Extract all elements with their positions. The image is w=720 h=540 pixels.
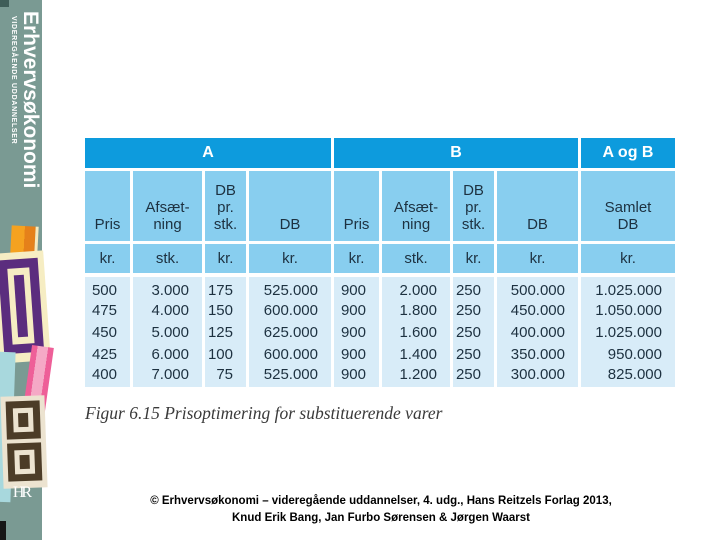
table-cell: 4.000 [133, 299, 205, 321]
figure-caption: Figur 6.15 Prisoptimering for substituer… [85, 403, 443, 423]
column-header: Afsæt- ning [382, 171, 453, 244]
table-cell: 1.600 [382, 321, 453, 343]
table-row: 500 3.000 175 525.000 900 2.000 250 500.000 1.02… [85, 277, 675, 299]
table-cell: 250 [453, 299, 497, 321]
group-header-a-og-b: A og B [581, 138, 675, 171]
unit-cell: kr. [453, 244, 497, 277]
book-subtitle: VIDEREGÅENDE UDDANNELSER [10, 16, 17, 145]
table-cell: 6.000 [133, 343, 205, 365]
table-cell: 450 [85, 321, 133, 343]
table-cell: 300.000 [497, 365, 581, 387]
price-optimization-table: A B A og B Pris Afsæt- ning DB pr. stk. … [85, 138, 675, 387]
column-header: Samlet DB [581, 171, 675, 244]
table-cell: 75 [205, 365, 249, 387]
table-cell: 250 [453, 277, 497, 299]
table-cell: 400.000 [497, 321, 581, 343]
table-cell: 1.800 [382, 299, 453, 321]
table-row: 400 7.000 75 525.000 900 1.200 250 300.000 825.0… [85, 365, 675, 387]
table-cell: 3.000 [133, 277, 205, 299]
table-row: 450 5.000 125 625.000 900 1.600 250 400.000 1.02… [85, 321, 675, 343]
table-row: 475 4.000 150 600.000 900 1.800 250 450.000 1.05… [85, 299, 675, 321]
table-cell: 425 [85, 343, 133, 365]
book-cover-art [0, 224, 54, 514]
table-cell: 1.400 [382, 343, 453, 365]
table-cell: 600.000 [249, 299, 334, 321]
table-cell: 250 [453, 321, 497, 343]
table-cell: 825.000 [581, 365, 675, 387]
table-unit-row: kr. stk. kr. kr. kr. stk. kr. kr. kr. [85, 244, 675, 277]
unit-cell: kr. [581, 244, 675, 277]
table-cell: 250 [453, 365, 497, 387]
unit-cell: kr. [334, 244, 382, 277]
footer-line-2: Knud Erik Bang, Jan Furbo Sørensen & Jør… [232, 512, 530, 524]
unit-cell: stk. [133, 244, 205, 277]
group-header-a: A [85, 138, 334, 171]
table-cell: 525.000 [249, 277, 334, 299]
table-cell: 175 [205, 277, 249, 299]
table-cell: 900 [334, 321, 382, 343]
table-group-header-row: A B A og B [85, 138, 675, 171]
group-header-b: B [334, 138, 581, 171]
table-cell: 500 [85, 277, 133, 299]
unit-cell: kr. [497, 244, 581, 277]
column-header: Afsæt- ning [133, 171, 205, 244]
table-cell: 450.000 [497, 299, 581, 321]
publisher-logo: HR [12, 484, 32, 501]
book-title: Erhvervsøkonomi [19, 11, 42, 189]
table-cell: 900 [334, 299, 382, 321]
copyright-footer: © Erhvervsøkonomi – videregående uddanne… [42, 493, 720, 527]
unit-cell: kr. [85, 244, 133, 277]
column-header: DB pr. stk. [205, 171, 249, 244]
unit-cell: kr. [205, 244, 249, 277]
table-cell: 250 [453, 343, 497, 365]
table-cell: 950.000 [581, 343, 675, 365]
column-header: DB [497, 171, 581, 244]
table-cell: 100 [205, 343, 249, 365]
unit-cell: kr. [249, 244, 334, 277]
table-cell: 900 [334, 365, 382, 387]
spine-top-mark [0, 0, 9, 7]
table-cell: 2.000 [382, 277, 453, 299]
column-header: DB [249, 171, 334, 244]
table-cell: 900 [334, 277, 382, 299]
table-cell: 5.000 [133, 321, 205, 343]
book-spine-sidebar: Erhvervsøkonomi VIDEREGÅENDE UDDANNELSER… [0, 0, 54, 540]
table-cell: 400 [85, 365, 133, 387]
table-cell: 1.200 [382, 365, 453, 387]
table-cell: 1.025.000 [581, 277, 675, 299]
table-cell: 150 [205, 299, 249, 321]
column-header: Pris [85, 171, 133, 244]
table-row: 425 6.000 100 600.000 900 1.400 250 350.000 950.… [85, 343, 675, 365]
footer-line-1: © Erhvervsøkonomi – videregående uddanne… [150, 495, 612, 507]
table-cell: 900 [334, 343, 382, 365]
table-body: 500 3.000 175 525.000 900 2.000 250 500.000 1.02… [85, 277, 675, 387]
spine-title-block: Erhvervsøkonomi VIDEREGÅENDE UDDANNELSER [10, 11, 42, 241]
table-cell: 600.000 [249, 343, 334, 365]
column-header: DB pr. stk. [453, 171, 497, 244]
table-cell: 350.000 [497, 343, 581, 365]
table-cell: 125 [205, 321, 249, 343]
table-cell: 475 [85, 299, 133, 321]
column-header: Pris [334, 171, 382, 244]
pattern-brown-squares [0, 395, 48, 489]
table-column-header-row: Pris Afsæt- ning DB pr. stk. DB Pris Afs… [85, 171, 675, 244]
table-cell: 625.000 [249, 321, 334, 343]
bottom-left-crop-mark [0, 521, 6, 540]
table-cell: 1.025.000 [581, 321, 675, 343]
table-cell: 1.050.000 [581, 299, 675, 321]
unit-cell: stk. [382, 244, 453, 277]
table-cell: 525.000 [249, 365, 334, 387]
table-cell: 500.000 [497, 277, 581, 299]
table-cell: 7.000 [133, 365, 205, 387]
